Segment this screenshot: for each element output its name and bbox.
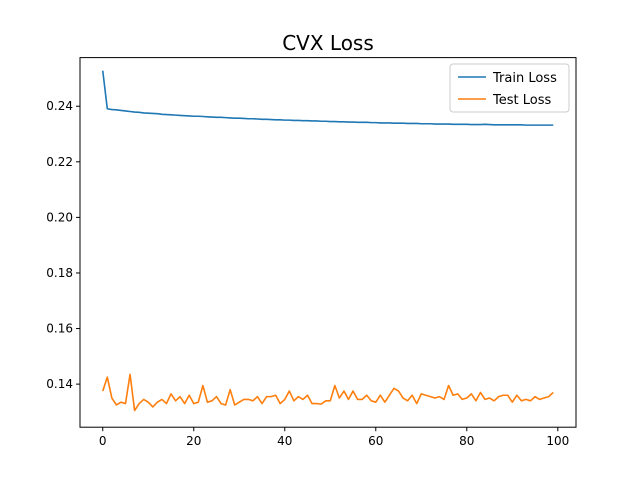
series-line-train-loss [101,70,554,126]
x-tick-label: 80 [459,434,474,448]
x-tick-label: 0 [99,434,107,448]
legend: Train Loss Test Loss [449,63,570,113]
y-tick-label: 0.20 [46,210,73,224]
axes-frame [79,57,577,428]
y-tick-label: 0.14 [46,377,73,391]
x-axis-ticks: 0 20 40 60 80 100 [99,427,569,448]
y-tick-label: 0.18 [46,266,73,280]
x-tick-label: 100 [546,434,569,448]
y-tick-label: 0.22 [46,155,73,169]
legend-label-train-loss: Train Loss [492,71,557,86]
chart-title: CVX Loss [282,31,374,55]
y-axis-ticks: 0.14 0.16 0.18 0.20 0.22 0.24 [46,99,80,391]
series-line-test-loss [101,373,554,412]
legend-box [449,63,570,113]
plot-area [101,70,554,412]
y-tick-label: 0.24 [46,99,73,113]
y-tick-label: 0.16 [46,322,73,336]
legend-label-test-loss: Test Loss [492,93,551,108]
x-tick-label: 60 [368,434,383,448]
x-tick-label: 40 [277,434,292,448]
x-tick-label: 20 [186,434,201,448]
